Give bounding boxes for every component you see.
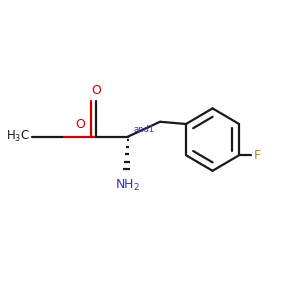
Text: F: F [254, 149, 261, 162]
Text: and1: and1 [133, 125, 154, 134]
Text: O: O [91, 84, 101, 98]
Text: O: O [75, 118, 85, 131]
Text: NH$_2$: NH$_2$ [116, 178, 140, 193]
Text: H$_3$C: H$_3$C [6, 129, 30, 144]
